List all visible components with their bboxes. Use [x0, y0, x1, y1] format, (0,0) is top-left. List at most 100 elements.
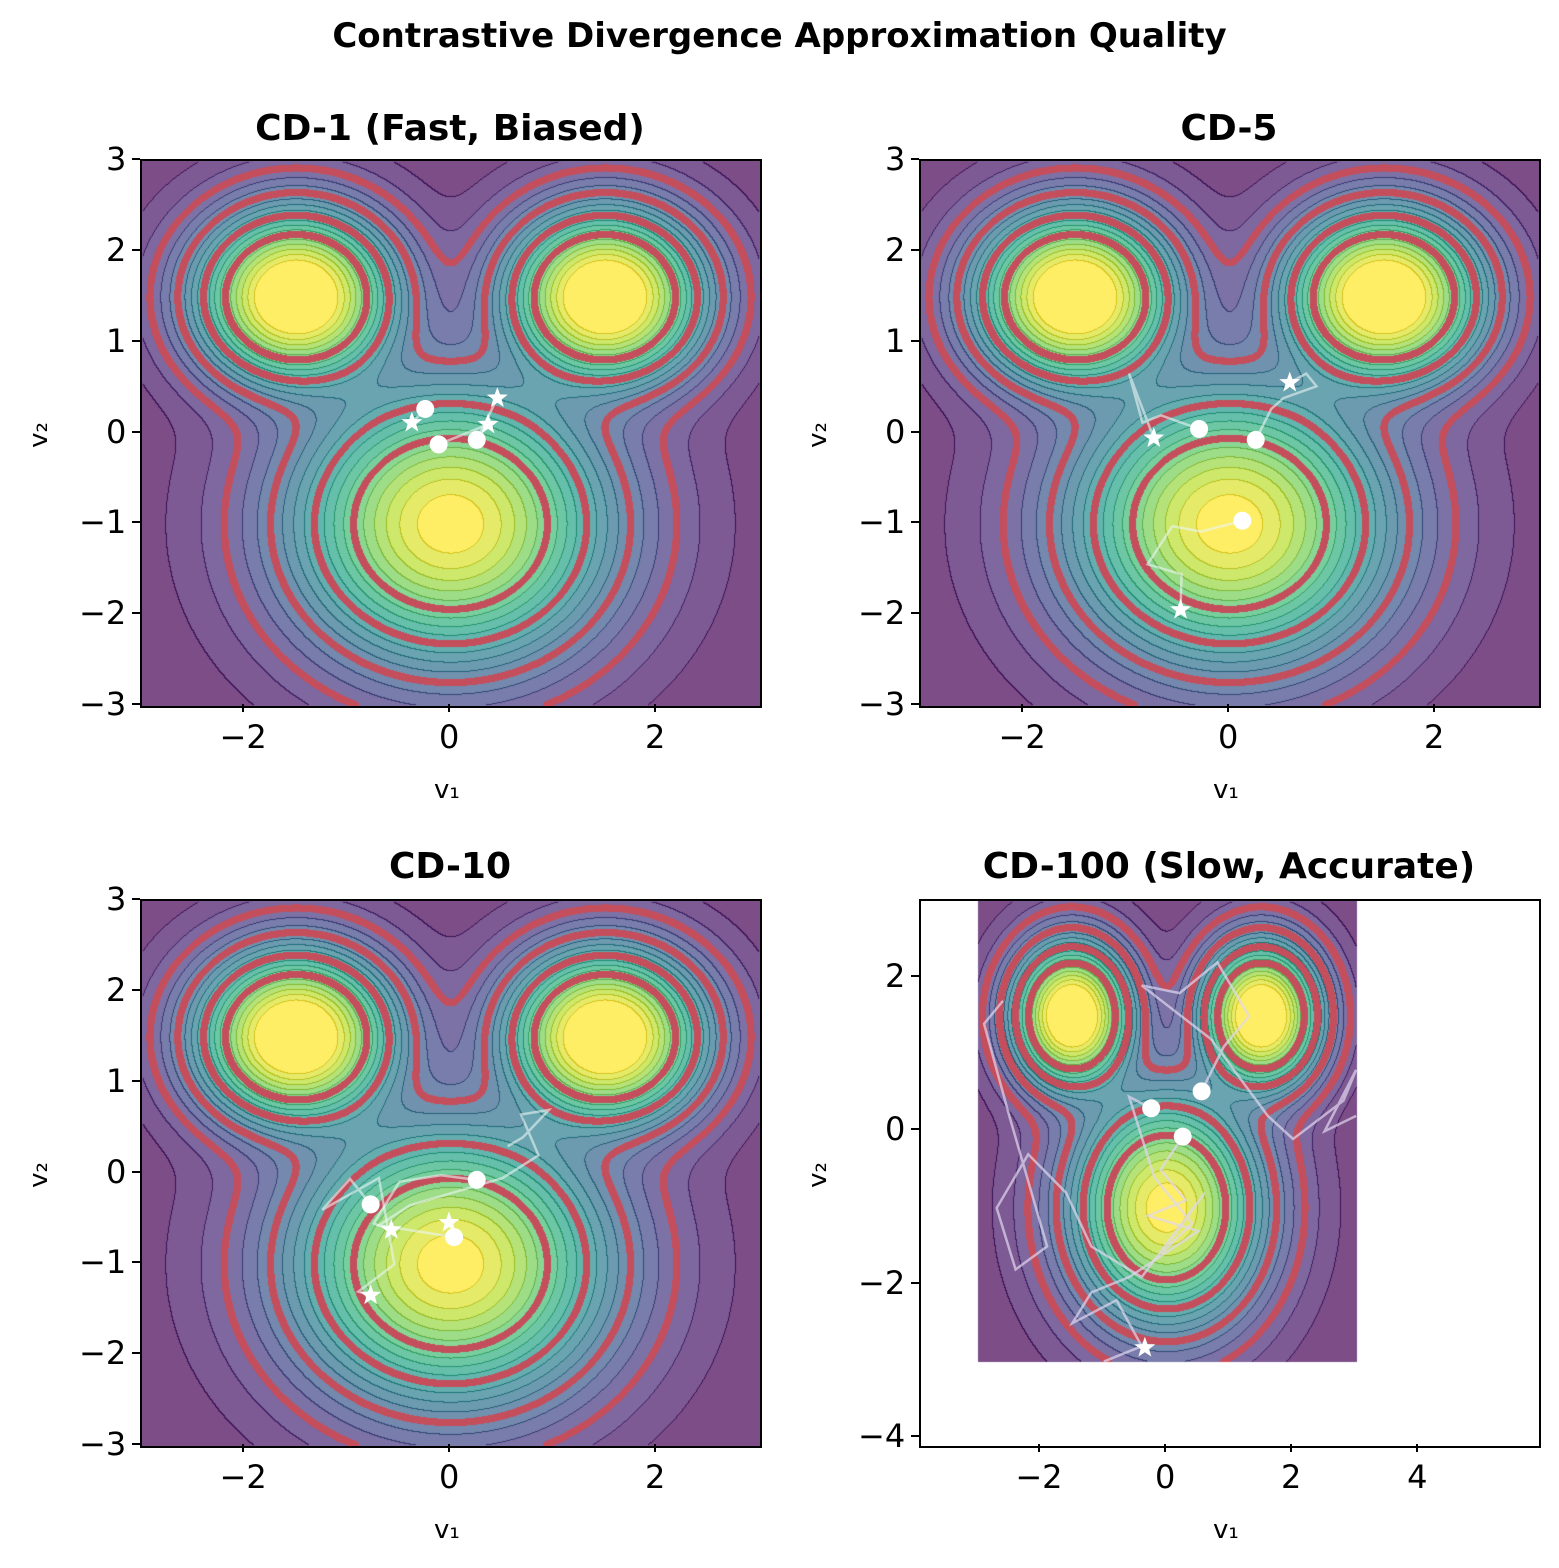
y-tick-label: 3	[885, 140, 906, 178]
y-tick-label: −2	[858, 1263, 906, 1302]
chain-end-star-marker	[1143, 427, 1165, 447]
y-tick-label: −2	[79, 1334, 127, 1373]
y-tick-label: 3	[106, 880, 127, 918]
x-tick-mark	[242, 704, 244, 712]
plot-area	[140, 159, 762, 708]
y-tick-label: 0	[885, 412, 906, 451]
y-tick-label: 2	[885, 956, 906, 995]
x-tick-label: 4	[1407, 1458, 1428, 1496]
panel-title: CD-1 (Fast, Biased)	[255, 108, 645, 149]
x-tick-mark	[448, 704, 450, 712]
mcmc-chain-path	[1068, 1135, 1202, 1363]
chain-overlay	[1127, 371, 1319, 619]
y-axis-label: v₂	[23, 1162, 54, 1188]
mcmc-chain-path	[371, 1174, 477, 1231]
y-axis-label: v₂	[802, 1162, 833, 1188]
y-tick-label: 3	[106, 140, 127, 178]
y-tick-label: 1	[106, 1061, 127, 1100]
mcmc-chain-path	[1254, 371, 1319, 441]
panel-title: CD-100 (Slow, Accurate)	[982, 846, 1476, 887]
chain-end-star-marker	[438, 1211, 460, 1232]
y-tick-mark	[132, 1079, 140, 1082]
chain-overlay	[401, 387, 508, 454]
y-axis-label: v₂	[802, 422, 833, 448]
y-tick-mark	[911, 248, 919, 251]
y-tick-label: 1	[885, 321, 906, 360]
x-tick-label: −2	[1015, 1458, 1063, 1496]
x-tick-mark	[448, 1444, 450, 1452]
chain-start-marker	[1233, 511, 1252, 530]
mcmc-chain-path	[375, 1108, 553, 1239]
x-tick-label: 0	[1218, 718, 1239, 756]
y-tick-label: −4	[858, 1417, 906, 1456]
mcmc-chain-path	[1145, 519, 1243, 610]
y-tick-mark	[132, 158, 140, 160]
y-tick-mark	[132, 248, 140, 251]
y-tick-mark	[132, 1352, 140, 1355]
y-tick-label: 0	[106, 1152, 127, 1191]
x-tick-mark	[654, 704, 656, 712]
y-tick-label: −3	[79, 1425, 127, 1463]
y-tick-label: 0	[106, 412, 127, 451]
x-tick-label: 2	[645, 1458, 666, 1496]
chain-end-star-marker	[1134, 1336, 1156, 1357]
y-tick-label: −1	[858, 503, 906, 542]
y-tick-mark	[911, 1435, 919, 1438]
y-tick-label: −1	[79, 503, 127, 542]
x-tick-label: 2	[1281, 1458, 1302, 1496]
chain-start-marker	[361, 1195, 380, 1214]
chain-start-marker	[1190, 419, 1209, 438]
mcmc-chain-path	[982, 999, 1206, 1279]
y-tick-mark	[132, 521, 140, 524]
chain-end-star-marker	[477, 413, 499, 434]
y-tick-label: −3	[79, 685, 127, 723]
chain-start-marker	[1142, 1099, 1161, 1118]
y-tick-label: −3	[858, 685, 906, 723]
y-tick-label: −2	[858, 594, 906, 633]
y-tick-mark	[911, 339, 919, 342]
x-tick-label: −2	[219, 1458, 267, 1496]
y-tick-mark	[911, 612, 919, 615]
y-tick-mark	[911, 703, 919, 705]
density-contour-fill	[142, 901, 760, 1446]
plot-area	[140, 899, 762, 1448]
chain-start-marker	[429, 435, 448, 454]
x-tick-mark	[1021, 704, 1023, 712]
y-tick-mark	[132, 1443, 140, 1445]
x-axis-label: v₁	[434, 1515, 460, 1545]
chain-overlay	[982, 960, 1358, 1363]
y-tick-mark	[132, 339, 140, 342]
chain-end-star-marker	[401, 411, 423, 432]
x-tick-label: 0	[1154, 1458, 1176, 1496]
panel-title: CD-10	[388, 846, 512, 887]
x-tick-mark	[1433, 704, 1435, 712]
y-tick-mark	[911, 974, 919, 977]
y-tick-label: 2	[106, 230, 127, 269]
x-axis-label: v₁	[1213, 1515, 1239, 1545]
x-tick-mark	[242, 1444, 244, 1452]
mcmc-chain-path	[321, 1176, 396, 1297]
y-tick-mark	[911, 1128, 919, 1131]
y-tick-mark	[132, 1170, 140, 1173]
y-tick-mark	[132, 898, 140, 900]
chain-overlay	[321, 1108, 553, 1305]
x-tick-mark	[1416, 1444, 1419, 1452]
chain-end-star-marker	[360, 1284, 382, 1305]
density-contour-fill	[921, 901, 1539, 1446]
y-tick-mark	[132, 988, 140, 991]
y-tick-mark	[132, 430, 140, 433]
mcmc-chain-path	[1127, 373, 1200, 439]
figure-suptitle: Contrastive Divergence Approximation Qua…	[332, 16, 1227, 56]
y-tick-label: −1	[79, 1243, 127, 1282]
x-tick-label: 2	[645, 718, 666, 756]
mcmc-chain-path	[1140, 960, 1358, 1141]
x-tick-mark	[1163, 1444, 1166, 1452]
y-tick-mark	[911, 521, 919, 524]
y-tick-label: 2	[885, 230, 906, 269]
plot-area	[919, 899, 1541, 1448]
y-tick-mark	[132, 1261, 140, 1264]
chain-start-marker	[416, 399, 435, 418]
y-tick-label: 1	[106, 321, 127, 360]
x-tick-mark	[1037, 1444, 1040, 1452]
y-tick-mark	[132, 703, 140, 705]
